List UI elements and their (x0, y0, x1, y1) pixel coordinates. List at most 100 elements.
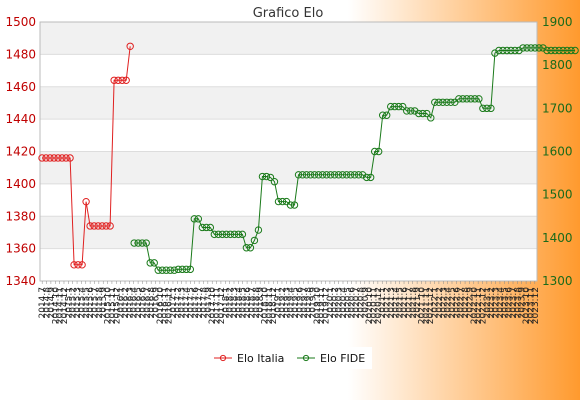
data-point (238, 230, 247, 239)
data-point (218, 230, 227, 239)
data-point (535, 44, 543, 52)
grid-band (40, 151, 537, 184)
x-tick-label: 2016.7 (143, 287, 153, 319)
x-tick-label: 2019.8 (304, 287, 314, 319)
data-point (519, 44, 527, 52)
x-tick-label: 2021.11 (422, 287, 432, 324)
y-right-tick-label: 1900 (542, 15, 573, 29)
legend-entry-fide: Elo FIDE (297, 352, 365, 365)
x-tick-label: 2014.10 (51, 287, 61, 324)
data-point (58, 154, 66, 162)
series-fide (130, 44, 579, 274)
x-tick-label: 2016.8 (147, 287, 157, 319)
x-tick-label: 2021.3 (387, 287, 397, 319)
data-point (226, 230, 235, 239)
x-tick-label: 2022.1 (431, 287, 441, 319)
data-point (511, 46, 519, 55)
data-point (130, 239, 138, 247)
data-point (278, 197, 287, 206)
x-tick-label: 2022.11 (474, 287, 484, 324)
data-point (463, 95, 471, 103)
data-point (138, 239, 146, 247)
x-tick-label: 2020.3 (335, 287, 345, 319)
x-tick-label: 2021.1 (378, 287, 388, 319)
data-point (443, 98, 451, 106)
data-point (102, 222, 110, 230)
data-point (42, 154, 50, 162)
data-point (403, 107, 411, 115)
x-tick-label: 2022.4 (444, 287, 454, 319)
x-tick-label: 2014.8 (43, 287, 53, 319)
data-point (86, 222, 94, 230)
x-tick-label: 2019.11 (317, 287, 327, 324)
x-tick-label: 2023.4 (496, 287, 506, 319)
data-point (491, 49, 499, 57)
x-tick-label: 2020.12 (374, 287, 384, 324)
x-tick-label: 2015.3 (73, 287, 83, 319)
data-point (551, 46, 559, 55)
data-point (326, 171, 335, 179)
x-tick-label: 2020.9 (361, 287, 371, 319)
series (38, 42, 579, 274)
data-point (178, 265, 186, 274)
grid-band (40, 216, 537, 249)
x-tick-label: 2016.3 (125, 287, 135, 319)
x-tick-label: 2020.2 (330, 287, 340, 319)
y-right-tick-label: 1800 (542, 58, 573, 72)
data-point (262, 172, 271, 181)
x-tick-label: 2019.5 (291, 287, 301, 319)
data-point (350, 171, 359, 179)
x-tick-label: 2018.5 (239, 287, 249, 319)
x-tick-label: 2021.12 (426, 287, 436, 324)
data-point (246, 244, 255, 252)
data-point (62, 154, 70, 162)
series-line (42, 46, 131, 266)
x-tick-label: 2016.2 (121, 287, 131, 319)
x-tick-label: 2020.4 (339, 287, 349, 319)
y-left-tick-label: 1420 (5, 145, 36, 159)
data-point (346, 171, 355, 179)
data-point (294, 171, 303, 179)
x-tick-label: 2017.3 (178, 287, 188, 319)
x-tick-label: 2023.5 (500, 287, 510, 319)
y-right-tick-label: 1400 (542, 231, 573, 245)
legend-box (210, 347, 372, 369)
data-point (122, 76, 130, 84)
data-point (382, 111, 391, 119)
x-tick-label: 2023.11 (526, 287, 536, 324)
x-tick-label: 2014.12 (60, 287, 70, 324)
x-tick-label: 2022.3 (439, 287, 449, 319)
x-tick-label: 2022.7 (457, 287, 467, 319)
data-point (567, 46, 575, 55)
x-tick-label: 2021.4 (391, 287, 401, 319)
x-tick-label: 2023.2 (487, 287, 497, 319)
data-point (395, 102, 403, 111)
data-point (182, 265, 190, 274)
data-point (302, 171, 311, 179)
x-tick-label: 2019.9 (308, 287, 318, 319)
data-point (306, 171, 315, 179)
data-point (274, 197, 283, 206)
data-point (527, 44, 535, 52)
x-tick-label: 2017.8 (199, 287, 209, 319)
x-tick-label: 2020.1 (326, 287, 336, 319)
x-tick-label: 2020.11 (370, 287, 380, 324)
data-point (82, 197, 90, 206)
y-right-tick-label: 1300 (542, 274, 573, 288)
data-point (318, 171, 327, 179)
data-point (407, 107, 415, 115)
data-point (543, 46, 551, 55)
grid-band (40, 86, 537, 120)
data-point (531, 44, 539, 52)
legend-marker-fide (302, 354, 310, 362)
chart-title: Grafico Elo (253, 6, 324, 21)
data-point (222, 230, 231, 239)
data-point (362, 173, 371, 182)
x-axis: 2014.72014.82014.92014.102014.112014.122… (38, 281, 541, 324)
data-point (354, 171, 363, 179)
x-tick-label: 2023.6 (505, 287, 515, 319)
y-right-tick-label: 1600 (542, 145, 573, 159)
x-tick-label: 2016.10 (156, 287, 166, 324)
x-tick-label: 2018.7 (247, 287, 257, 319)
